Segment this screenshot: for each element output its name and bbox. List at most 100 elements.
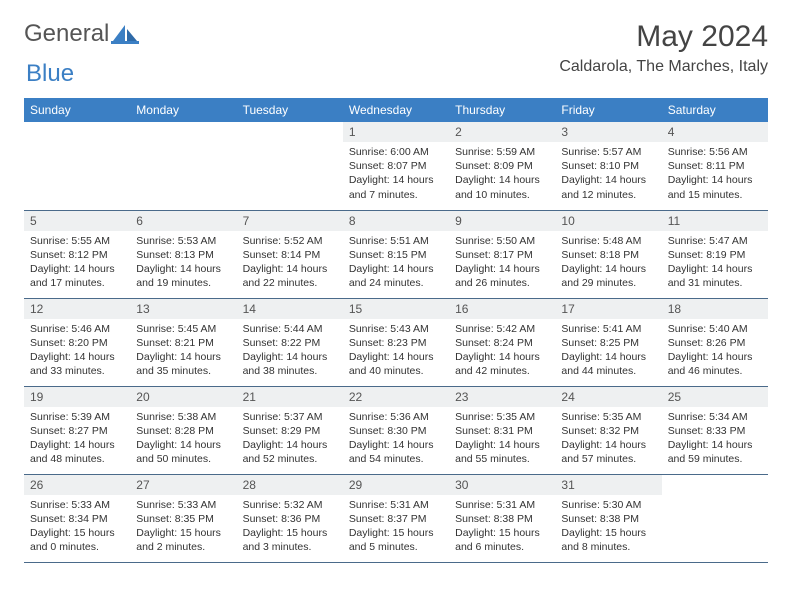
day-number: 10 <box>555 211 661 231</box>
day-details: Sunrise: 5:38 AMSunset: 8:28 PMDaylight:… <box>130 407 236 471</box>
logo-sail-icon <box>111 23 141 45</box>
day-number: 27 <box>130 475 236 495</box>
calendar-table: SundayMondayTuesdayWednesdayThursdayFrid… <box>24 98 768 563</box>
calendar-day-cell: 25Sunrise: 5:34 AMSunset: 8:33 PMDayligh… <box>662 386 768 474</box>
day-details: Sunrise: 5:35 AMSunset: 8:31 PMDaylight:… <box>449 407 555 471</box>
day-number: 14 <box>237 299 343 319</box>
day-details: Sunrise: 5:39 AMSunset: 8:27 PMDaylight:… <box>24 407 130 471</box>
day-details: Sunrise: 5:31 AMSunset: 8:38 PMDaylight:… <box>449 495 555 559</box>
day-number: 21 <box>237 387 343 407</box>
calendar-day-cell: 23Sunrise: 5:35 AMSunset: 8:31 PMDayligh… <box>449 386 555 474</box>
calendar-day-cell <box>237 122 343 210</box>
calendar-week-row: 26Sunrise: 5:33 AMSunset: 8:34 PMDayligh… <box>24 474 768 562</box>
calendar-day-cell: 22Sunrise: 5:36 AMSunset: 8:30 PMDayligh… <box>343 386 449 474</box>
day-number: 9 <box>449 211 555 231</box>
day-number: 20 <box>130 387 236 407</box>
calendar-day-cell: 24Sunrise: 5:35 AMSunset: 8:32 PMDayligh… <box>555 386 661 474</box>
day-details: Sunrise: 5:34 AMSunset: 8:33 PMDaylight:… <box>662 407 768 471</box>
day-number: 26 <box>24 475 130 495</box>
title-block: May 2024 Caldarola, The Marches, Italy <box>559 20 768 76</box>
day-details: Sunrise: 5:33 AMSunset: 8:35 PMDaylight:… <box>130 495 236 559</box>
calendar-day-cell: 1Sunrise: 6:00 AMSunset: 8:07 PMDaylight… <box>343 122 449 210</box>
calendar-day-cell: 20Sunrise: 5:38 AMSunset: 8:28 PMDayligh… <box>130 386 236 474</box>
calendar-day-cell: 14Sunrise: 5:44 AMSunset: 8:22 PMDayligh… <box>237 298 343 386</box>
weekday-header: Sunday <box>24 98 130 122</box>
day-number: 29 <box>343 475 449 495</box>
day-details: Sunrise: 5:57 AMSunset: 8:10 PMDaylight:… <box>555 142 661 206</box>
day-details: Sunrise: 5:53 AMSunset: 8:13 PMDaylight:… <box>130 231 236 295</box>
weekday-header: Monday <box>130 98 236 122</box>
weekday-header: Tuesday <box>237 98 343 122</box>
day-details: Sunrise: 5:59 AMSunset: 8:09 PMDaylight:… <box>449 142 555 206</box>
calendar-day-cell: 17Sunrise: 5:41 AMSunset: 8:25 PMDayligh… <box>555 298 661 386</box>
calendar-day-cell: 8Sunrise: 5:51 AMSunset: 8:15 PMDaylight… <box>343 210 449 298</box>
day-details: Sunrise: 6:00 AMSunset: 8:07 PMDaylight:… <box>343 142 449 206</box>
day-number: 24 <box>555 387 661 407</box>
day-number: 18 <box>662 299 768 319</box>
calendar-day-cell: 4Sunrise: 5:56 AMSunset: 8:11 PMDaylight… <box>662 122 768 210</box>
day-details: Sunrise: 5:31 AMSunset: 8:37 PMDaylight:… <box>343 495 449 559</box>
day-number: 11 <box>662 211 768 231</box>
day-details: Sunrise: 5:41 AMSunset: 8:25 PMDaylight:… <box>555 319 661 383</box>
calendar-day-cell <box>130 122 236 210</box>
day-details <box>237 128 343 135</box>
day-details: Sunrise: 5:56 AMSunset: 8:11 PMDaylight:… <box>662 142 768 206</box>
calendar-day-cell <box>24 122 130 210</box>
day-details: Sunrise: 5:40 AMSunset: 8:26 PMDaylight:… <box>662 319 768 383</box>
calendar-day-cell: 6Sunrise: 5:53 AMSunset: 8:13 PMDaylight… <box>130 210 236 298</box>
calendar-day-cell: 26Sunrise: 5:33 AMSunset: 8:34 PMDayligh… <box>24 474 130 562</box>
logo-text-gray: General <box>24 20 109 48</box>
day-number: 16 <box>449 299 555 319</box>
day-number: 2 <box>449 122 555 142</box>
day-number: 30 <box>449 475 555 495</box>
location-text: Caldarola, The Marches, Italy <box>559 58 768 76</box>
calendar-day-cell: 29Sunrise: 5:31 AMSunset: 8:37 PMDayligh… <box>343 474 449 562</box>
day-details: Sunrise: 5:45 AMSunset: 8:21 PMDaylight:… <box>130 319 236 383</box>
weekday-header: Saturday <box>662 98 768 122</box>
day-details: Sunrise: 5:47 AMSunset: 8:19 PMDaylight:… <box>662 231 768 295</box>
day-number: 13 <box>130 299 236 319</box>
day-number: 5 <box>24 211 130 231</box>
day-details: Sunrise: 5:36 AMSunset: 8:30 PMDaylight:… <box>343 407 449 471</box>
day-number: 3 <box>555 122 661 142</box>
day-number: 4 <box>662 122 768 142</box>
day-details: Sunrise: 5:52 AMSunset: 8:14 PMDaylight:… <box>237 231 343 295</box>
calendar-day-cell: 28Sunrise: 5:32 AMSunset: 8:36 PMDayligh… <box>237 474 343 562</box>
calendar-week-row: 5Sunrise: 5:55 AMSunset: 8:12 PMDaylight… <box>24 210 768 298</box>
calendar-day-cell <box>662 474 768 562</box>
day-number: 12 <box>24 299 130 319</box>
calendar-day-cell: 12Sunrise: 5:46 AMSunset: 8:20 PMDayligh… <box>24 298 130 386</box>
day-details: Sunrise: 5:33 AMSunset: 8:34 PMDaylight:… <box>24 495 130 559</box>
weekday-header: Wednesday <box>343 98 449 122</box>
day-details: Sunrise: 5:44 AMSunset: 8:22 PMDaylight:… <box>237 319 343 383</box>
day-details <box>24 128 130 135</box>
day-details <box>662 481 768 488</box>
day-number: 22 <box>343 387 449 407</box>
calendar-day-cell: 3Sunrise: 5:57 AMSunset: 8:10 PMDaylight… <box>555 122 661 210</box>
calendar-day-cell: 19Sunrise: 5:39 AMSunset: 8:27 PMDayligh… <box>24 386 130 474</box>
calendar-week-row: 19Sunrise: 5:39 AMSunset: 8:27 PMDayligh… <box>24 386 768 474</box>
day-number: 15 <box>343 299 449 319</box>
day-details: Sunrise: 5:46 AMSunset: 8:20 PMDaylight:… <box>24 319 130 383</box>
calendar-day-cell: 18Sunrise: 5:40 AMSunset: 8:26 PMDayligh… <box>662 298 768 386</box>
day-number: 8 <box>343 211 449 231</box>
calendar-day-cell: 13Sunrise: 5:45 AMSunset: 8:21 PMDayligh… <box>130 298 236 386</box>
calendar-day-cell: 11Sunrise: 5:47 AMSunset: 8:19 PMDayligh… <box>662 210 768 298</box>
day-number: 17 <box>555 299 661 319</box>
logo: General <box>24 20 143 48</box>
day-details: Sunrise: 5:42 AMSunset: 8:24 PMDaylight:… <box>449 319 555 383</box>
day-details: Sunrise: 5:43 AMSunset: 8:23 PMDaylight:… <box>343 319 449 383</box>
day-number: 6 <box>130 211 236 231</box>
day-number: 31 <box>555 475 661 495</box>
day-number: 19 <box>24 387 130 407</box>
calendar-day-cell: 5Sunrise: 5:55 AMSunset: 8:12 PMDaylight… <box>24 210 130 298</box>
calendar-day-cell: 15Sunrise: 5:43 AMSunset: 8:23 PMDayligh… <box>343 298 449 386</box>
weekday-header: Thursday <box>449 98 555 122</box>
calendar-header-row: SundayMondayTuesdayWednesdayThursdayFrid… <box>24 98 768 122</box>
day-number: 1 <box>343 122 449 142</box>
day-number: 28 <box>237 475 343 495</box>
calendar-day-cell: 16Sunrise: 5:42 AMSunset: 8:24 PMDayligh… <box>449 298 555 386</box>
calendar-day-cell: 30Sunrise: 5:31 AMSunset: 8:38 PMDayligh… <box>449 474 555 562</box>
calendar-day-cell: 31Sunrise: 5:30 AMSunset: 8:38 PMDayligh… <box>555 474 661 562</box>
logo-text-blue: Blue <box>26 60 74 88</box>
